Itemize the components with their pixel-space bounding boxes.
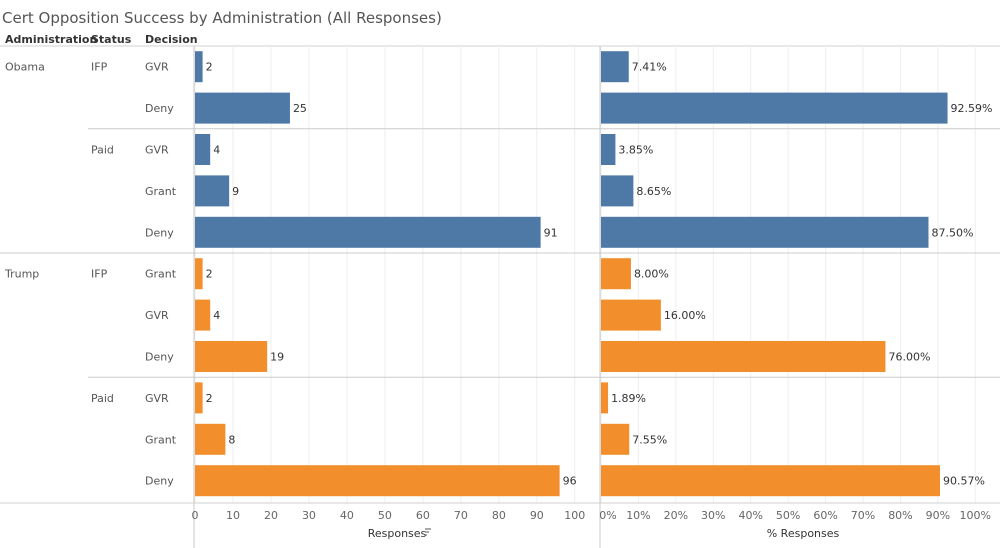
pct-bar — [601, 382, 609, 414]
right-tick-label: 0% — [599, 509, 616, 522]
left-tick-label: 10 — [226, 509, 240, 522]
left-tick-label: 0 — [192, 509, 199, 522]
responses-bar — [195, 216, 541, 248]
responses-bar — [195, 423, 226, 455]
right-tick-label: 100% — [960, 509, 991, 522]
responses-value-label: 4 — [213, 309, 220, 322]
pct-value-label: 92.59% — [951, 102, 993, 115]
decision-label: Deny — [145, 226, 174, 239]
pct-value-label: 76.00% — [888, 351, 930, 364]
responses-bar — [195, 258, 203, 290]
responses-value-label: 19 — [270, 351, 284, 364]
pct-value-label: 1.89% — [611, 392, 646, 405]
decision-label: GVR — [145, 144, 169, 157]
pct-bar — [601, 134, 616, 165]
administration-label: Obama — [5, 61, 45, 74]
left-tick-label: 60 — [416, 509, 430, 522]
pct-value-label: 3.85% — [618, 144, 653, 157]
responses-bar — [195, 465, 560, 497]
decision-label: GVR — [145, 392, 169, 405]
right-tick-label: 80% — [888, 509, 912, 522]
pct-bar — [601, 423, 630, 455]
left-tick-label: 30 — [302, 509, 316, 522]
pct-bar — [601, 299, 661, 331]
responses-value-label: 2 — [206, 61, 213, 74]
responses-bar — [195, 92, 290, 124]
pct-value-label: 8.65% — [636, 185, 671, 198]
pct-value-label: 90.57% — [943, 475, 985, 488]
left-tick-label: 80 — [492, 509, 506, 522]
pct-value-label: 8.00% — [634, 268, 669, 281]
left-tick-label: 20 — [264, 509, 278, 522]
pct-bar — [601, 258, 631, 290]
decision-label: Deny — [145, 475, 174, 488]
header-status: Status — [91, 33, 132, 46]
decision-label: Deny — [145, 102, 174, 115]
decision-label: GVR — [145, 61, 169, 74]
decision-label: Deny — [145, 351, 174, 364]
pct-bar — [601, 51, 629, 83]
responses-bar — [195, 341, 268, 372]
decision-label: Grant — [145, 268, 177, 281]
left-tick-label: 100 — [564, 509, 585, 522]
pct-value-label: 7.41% — [632, 61, 667, 74]
right-tick-label: 10% — [626, 509, 650, 522]
right-tick-label: 70% — [851, 509, 875, 522]
responses-value-label: 4 — [213, 144, 220, 157]
pct-value-label: 87.50% — [932, 226, 974, 239]
responses-bar — [195, 134, 211, 165]
chart-title: Cert Opposition Success by Administratio… — [2, 9, 442, 27]
status-label: IFP — [91, 268, 108, 281]
right-tick-label: 50% — [776, 509, 800, 522]
left-axis-title: Responses — [368, 527, 427, 540]
responses-value-label: 8 — [228, 433, 235, 446]
decision-label: GVR — [145, 309, 169, 322]
responses-bar — [195, 175, 230, 207]
pct-bar — [601, 341, 886, 372]
pct-value-label: 7.55% — [632, 433, 667, 446]
pct-bar — [601, 92, 948, 124]
left-tick-label: 50 — [378, 509, 392, 522]
left-tick-label: 70 — [454, 509, 468, 522]
right-tick-label: 90% — [926, 509, 950, 522]
responses-value-label: 96 — [563, 475, 577, 488]
pct-bar — [601, 216, 929, 248]
pct-value-label: 16.00% — [664, 309, 706, 322]
responses-bar — [195, 299, 211, 331]
responses-value-label: 2 — [206, 392, 213, 405]
status-label: Paid — [91, 144, 114, 157]
right-tick-label: 40% — [738, 509, 762, 522]
left-tick-label: 40 — [340, 509, 354, 522]
responses-value-label: 2 — [206, 268, 213, 281]
pct-bar — [601, 175, 634, 207]
status-label: Paid — [91, 392, 114, 405]
decision-label: Grant — [145, 433, 177, 446]
right-tick-label: 30% — [701, 509, 725, 522]
responses-value-label: 25 — [293, 102, 307, 115]
header-administration: Administration — [5, 33, 98, 46]
administration-label: Trump — [4, 268, 39, 281]
decision-label: Grant — [145, 185, 177, 198]
responses-bar — [195, 382, 203, 414]
status-label: IFP — [91, 61, 108, 74]
pct-bar — [601, 465, 940, 497]
right-tick-label: 60% — [813, 509, 837, 522]
right-axis-title: % Responses — [767, 527, 840, 540]
left-tick-label: 90 — [530, 509, 544, 522]
right-tick-label: 20% — [664, 509, 688, 522]
responses-bar — [195, 51, 203, 83]
responses-value-label: 9 — [232, 185, 239, 198]
header-decision: Decision — [145, 33, 198, 46]
responses-value-label: 91 — [544, 226, 558, 239]
